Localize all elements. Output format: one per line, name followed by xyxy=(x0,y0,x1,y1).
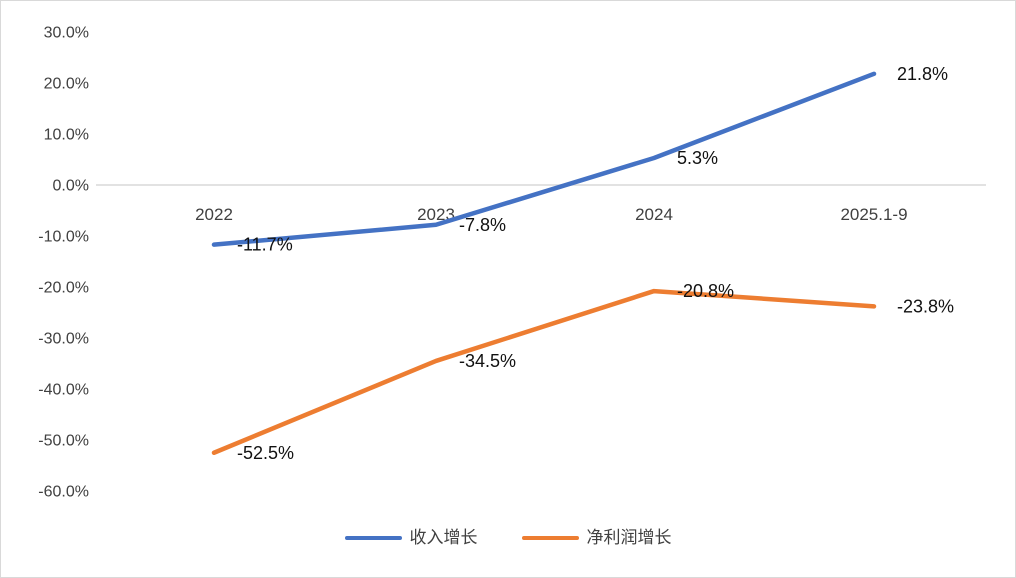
net-profit-growth-line-swatch xyxy=(521,536,579,540)
y-axis-tick-label: -30.0% xyxy=(38,331,89,348)
data-point-label: -23.8% xyxy=(897,296,954,316)
data-point-label: 21.8% xyxy=(897,64,948,84)
y-axis-tick-label: 10.0% xyxy=(44,127,89,144)
y-axis-tick-label: -20.0% xyxy=(38,280,89,297)
data-point-label: -7.8% xyxy=(459,215,506,235)
data-point-label: -20.8% xyxy=(677,281,734,301)
y-axis-tick-label: -60.0% xyxy=(38,484,89,501)
y-axis-tick-label: 30.0% xyxy=(44,25,89,42)
chart-legend: 收入增长 净利润增长 xyxy=(1,525,1015,551)
x-axis-category-label: 2024 xyxy=(635,205,673,224)
data-point-label: -52.5% xyxy=(237,443,294,463)
data-point-label: -34.5% xyxy=(459,351,516,371)
y-axis-tick-label: -40.0% xyxy=(38,382,89,399)
x-axis-category-label: 2023 xyxy=(417,205,455,224)
x-axis-category-label: 2025.1-9 xyxy=(840,205,907,224)
series-line-0 xyxy=(211,71,877,247)
legend-item-net-profit-growth: 净利润增长 xyxy=(521,525,672,551)
data-point-label: 5.3% xyxy=(677,148,718,168)
y-axis-tick-label: 20.0% xyxy=(44,76,89,93)
y-axis-tick-label: 0.0% xyxy=(53,178,89,195)
legend-label-net-profit-growth: 净利润增长 xyxy=(586,528,672,547)
legend-item-revenue-growth: 收入增长 xyxy=(344,525,478,551)
revenue-growth-line-swatch xyxy=(344,536,402,540)
data-point-label: -11.7% xyxy=(237,235,293,255)
x-axis-category-label: 2022 xyxy=(195,205,233,224)
y-axis-tick-label: -50.0% xyxy=(38,433,89,450)
series-line-1 xyxy=(211,288,877,455)
legend-label-revenue-growth: 收入增长 xyxy=(409,528,478,547)
y-axis-tick-label: -10.0% xyxy=(38,229,89,246)
